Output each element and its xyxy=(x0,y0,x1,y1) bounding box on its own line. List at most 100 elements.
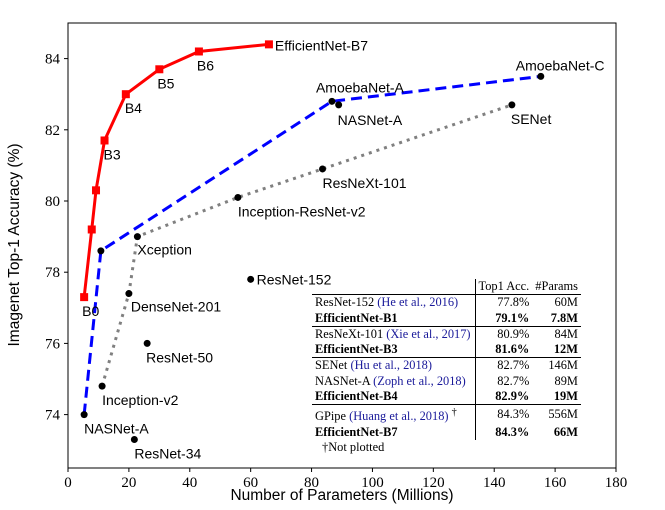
x-tick-label: 160 xyxy=(544,475,567,491)
table-row: SENet (Hu et al., 2018) 82.7% 146M xyxy=(312,357,581,374)
model-cell: ResNeXt-101 (Xie et al., 2017) xyxy=(312,325,476,343)
model-point xyxy=(143,339,151,347)
table-row: EfficientNet-B1 79.1% 7.8M xyxy=(312,310,581,327)
point-label: Inception-v2 xyxy=(102,392,178,408)
params-cell: 556M xyxy=(532,404,581,425)
model-cell: EfficientNet-B4 xyxy=(312,389,476,405)
point-label: AmoebaNet-C xyxy=(516,57,605,73)
series-line-handcrafted xyxy=(100,103,513,387)
acc-cell: 80.9% xyxy=(475,325,533,343)
table: Top1 Acc. #Params ResNet-152 (He et al., 2… xyxy=(312,279,581,455)
model-cell: EfficientNet-B7 xyxy=(312,424,476,441)
model-point xyxy=(97,247,105,255)
model-cell: SENet (Hu et al., 2018) xyxy=(312,357,476,374)
header-params: #Params xyxy=(535,279,578,293)
citation-link[interactable]: (Xie et al., 2017) xyxy=(386,326,471,341)
params-cell: 89M xyxy=(554,373,578,388)
point-label: ResNet-34 xyxy=(134,446,201,462)
model-point xyxy=(125,290,133,298)
acc-cell: 81.6% xyxy=(495,342,530,357)
x-tick-label: 180 xyxy=(605,475,628,491)
model-point xyxy=(508,101,516,109)
model-cell: GPipe (Huang et al., 2018) † xyxy=(312,404,476,425)
point-label: ResNet-50 xyxy=(146,349,213,365)
acc-cell: 82.7% xyxy=(497,373,530,388)
y-tick-label: 74 xyxy=(45,408,61,424)
model-point xyxy=(130,436,138,444)
point-label: B4 xyxy=(125,100,142,116)
header-top1: Top1 Acc. xyxy=(478,279,530,293)
series-line-nas xyxy=(82,74,541,415)
model-point xyxy=(80,411,88,419)
efficientnet-point xyxy=(155,65,164,74)
x-tick-label: 20 xyxy=(121,475,136,491)
params-cell: 84M xyxy=(532,325,581,343)
model-point xyxy=(537,72,545,80)
header-cell xyxy=(312,279,476,295)
citation-link[interactable]: (Zoph et al., 2018) xyxy=(373,373,466,388)
model-point xyxy=(319,165,327,173)
plot-frame xyxy=(67,22,617,469)
point-label: DenseNet-201 xyxy=(131,299,221,315)
point-label: SENet xyxy=(511,111,552,127)
point-label: Inception-ResNet-v2 xyxy=(238,203,366,219)
point-label: B5 xyxy=(157,75,174,91)
point-label: ResNeXt-101 xyxy=(323,175,407,191)
table-row: ResNeXt-101 (Xie et al., 2017) 80.9% 84M xyxy=(312,325,581,343)
model-point xyxy=(328,97,336,105)
series-line-efficientnet xyxy=(82,42,270,298)
acc-cell: 82.7% xyxy=(475,357,533,374)
x-tick-label: 140 xyxy=(483,475,506,491)
x-tick-label: 100 xyxy=(361,475,384,491)
x-tick-label: 40 xyxy=(182,475,197,491)
x-axis-label: Number of Parameters (Millions) xyxy=(230,487,453,504)
citation-link[interactable]: (Huang et al., 2018) xyxy=(349,409,449,424)
y-tick-label: 76 xyxy=(45,336,61,352)
footnote-row: †Not plotted xyxy=(312,440,581,455)
citation-link[interactable]: (He et al., 2016) xyxy=(377,295,459,310)
y-tick-label: 80 xyxy=(45,194,60,210)
y-tick-label: 78 xyxy=(45,265,60,281)
x-tick-label: 60 xyxy=(243,475,258,491)
params-cell: 19M xyxy=(553,389,578,404)
efficientnet-point xyxy=(92,186,101,195)
y-axis-label: Imagenet Top-1 Accuracy (%) xyxy=(6,143,23,346)
x-tick-label: 0 xyxy=(64,475,72,491)
table-row: GPipe (Huang et al., 2018) † 84.3% 556M xyxy=(312,404,581,425)
table-row: EfficientNet-B7 84.3% 66M xyxy=(312,424,581,441)
efficientnet-point xyxy=(264,40,273,49)
comparison-table: Top1 Acc. #Params ResNet-152 (He et al., 2… xyxy=(312,279,581,455)
citation-link[interactable]: (Hu et al., 2018) xyxy=(350,358,433,373)
model-point xyxy=(133,233,141,241)
point-label: Xception xyxy=(137,242,191,258)
efficientnet-point xyxy=(80,293,89,302)
y-tick-label: 82 xyxy=(45,123,60,139)
model-point xyxy=(247,275,255,283)
model-cell: NASNet-A (Zoph et al., 2018) xyxy=(312,373,476,390)
point-label: EfficientNet-B7 xyxy=(275,37,368,53)
point-label: NASNet-A xyxy=(338,112,403,128)
point-label: NASNet-A xyxy=(84,421,149,437)
point-label: B3 xyxy=(104,146,121,162)
y-tick-label: 84 xyxy=(45,52,61,68)
efficientnet-point xyxy=(194,47,203,56)
footnote: †Not plotted xyxy=(322,440,385,455)
acc-cell: 77.8% xyxy=(475,294,533,311)
table-row: ResNet-152 (He et al., 2016) 77.8% 60M xyxy=(312,294,581,311)
table-header-row: Top1 Acc. #Params xyxy=(312,279,581,295)
params-cell: 146M xyxy=(532,357,581,374)
efficientnet-point xyxy=(87,225,96,234)
acc-cell: 82.9% xyxy=(495,389,530,404)
table-row: NASNet-A (Zoph et al., 2018) 82.7% 89M xyxy=(312,373,581,390)
acc-cell: 79.1% xyxy=(495,310,530,325)
model-cell: EfficientNet-B3 xyxy=(312,342,476,358)
acc-cell: 84.3% xyxy=(495,424,530,439)
params-cell: 7.8M xyxy=(550,310,578,325)
efficientnet-point xyxy=(121,90,130,99)
table-row: EfficientNet-B3 81.6% 12M xyxy=(312,342,581,358)
model-point xyxy=(335,101,343,109)
model-point xyxy=(234,193,242,201)
point-label: B6 xyxy=(197,57,214,73)
